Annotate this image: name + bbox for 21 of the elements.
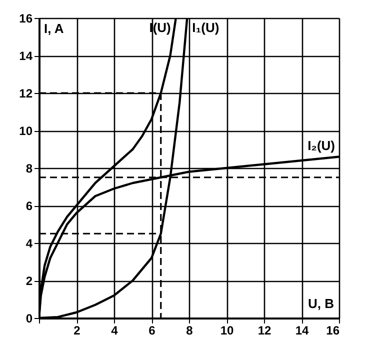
y-tick-label: 10 xyxy=(19,124,33,138)
y-tick-label: 2 xyxy=(26,274,33,288)
y-axis-title: I, A xyxy=(44,21,64,36)
x-tick-label: 4 xyxy=(111,324,118,338)
x-tick-label: 14 xyxy=(295,324,309,338)
y-tick-label: 16 xyxy=(19,12,33,26)
x-tick-label: 12 xyxy=(258,324,272,338)
x-tick-label: 16 xyxy=(326,324,340,338)
x-tick-label: 8 xyxy=(186,324,194,338)
series-label: I₁(U) xyxy=(192,20,220,35)
y-tick-label: 12 xyxy=(19,86,33,100)
x-tick-label: 6 xyxy=(148,324,156,338)
series-label: I₂(U) xyxy=(308,138,335,153)
y-tick-label: 0 xyxy=(26,312,33,326)
y-tick-label: 14 xyxy=(19,49,33,63)
y-tick-label: 4 xyxy=(26,236,33,250)
y-tick-label: 8 xyxy=(26,162,33,176)
x-tick-label: 10 xyxy=(220,324,234,338)
x-tick-label: 2 xyxy=(74,324,81,338)
x-axis-title: U, B xyxy=(308,296,334,311)
y-tick-label: 6 xyxy=(26,199,33,213)
